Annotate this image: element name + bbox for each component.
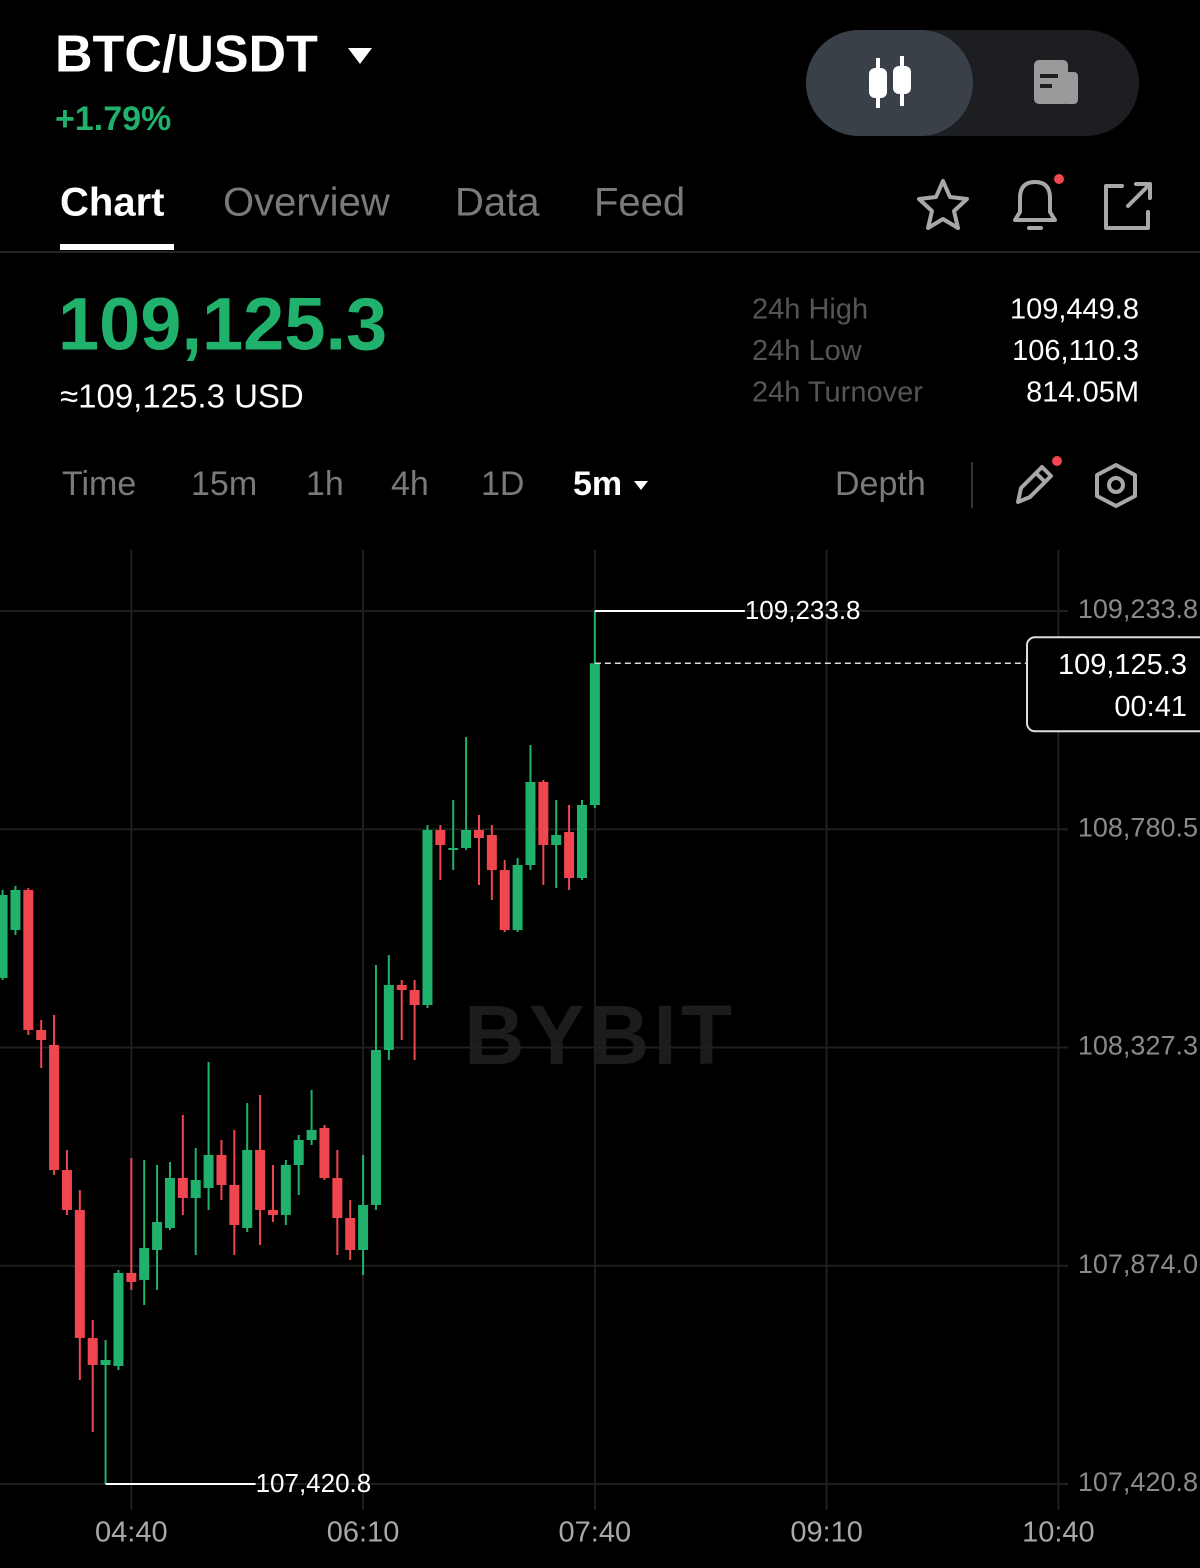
chart: BYBIT 04:40 06:10 07:40 09:10 10:40 107,420.8 1…	[0, 550, 1200, 1549]
last-price: 109,125.3	[58, 283, 387, 366]
draw-tool-icon[interactable]	[1016, 456, 1062, 504]
candle-body	[319, 1128, 330, 1178]
candle-body	[100, 1359, 111, 1365]
toggle-news[interactable]	[1034, 60, 1078, 104]
y-tick-label: 107,874.0	[1078, 1249, 1198, 1279]
candle-body	[36, 1029, 47, 1040]
last-price-box	[1026, 636, 1200, 733]
candle-body	[564, 831, 575, 879]
candle-body	[190, 1179, 201, 1198]
tab[interactable]: Chart	[60, 181, 164, 225]
share-icon[interactable]	[1104, 182, 1152, 230]
candle-body	[229, 1184, 240, 1225]
interval-tab[interactable]: 4h	[391, 465, 429, 503]
interval-tab[interactable]: 15m	[191, 465, 257, 503]
depth-tab[interactable]: Depth	[835, 465, 926, 503]
interval-tab[interactable]: 1h	[306, 465, 344, 503]
candle-body	[164, 1177, 175, 1228]
active-tab-underline	[60, 244, 174, 250]
x-tick-label: 07:40	[559, 1517, 632, 1549]
x-tick-label: 04:40	[95, 1517, 168, 1549]
candle-body	[345, 1218, 356, 1250]
candle-body	[267, 1209, 278, 1215]
y-tick-label: 107,420.8	[1078, 1467, 1198, 1497]
settings-icon[interactable]	[1095, 463, 1137, 508]
candle-body	[306, 1129, 317, 1141]
interval-tab[interactable]: Time	[62, 465, 136, 503]
candle-body	[383, 985, 394, 1051]
candle-body	[396, 985, 407, 991]
candle-body	[499, 870, 510, 931]
watermark: BYBIT	[464, 988, 736, 1082]
candle-icon	[869, 56, 911, 108]
candle-body	[576, 805, 587, 879]
candle-body	[409, 990, 420, 1005]
usd-price: ≈109,125.3 USD	[60, 378, 304, 415]
interval-tab[interactable]: 1D	[481, 465, 524, 503]
stat-value: 109,449.8	[1010, 294, 1139, 326]
candle-body	[551, 835, 562, 845]
candle-body	[255, 1149, 266, 1210]
candle-body	[512, 865, 523, 931]
candle-body	[10, 889, 21, 931]
candle-body	[139, 1248, 150, 1280]
stat-value: 814.05M	[1026, 377, 1139, 409]
x-tick-label: 06:10	[327, 1517, 400, 1549]
candle-body	[448, 848, 459, 850]
candle-body	[280, 1164, 291, 1215]
candle-body	[370, 1050, 381, 1206]
candle-body	[23, 889, 34, 1030]
alert-icon[interactable]	[1013, 174, 1064, 230]
candle-body	[525, 781, 536, 866]
candle-body	[242, 1149, 253, 1228]
stat-label: 24h High	[752, 294, 868, 326]
candle-body	[216, 1154, 227, 1185]
price-change: +1.79%	[55, 100, 171, 138]
candle-body	[74, 1209, 85, 1339]
candle-body	[473, 830, 484, 838]
candle-body	[486, 835, 497, 871]
candle-body	[152, 1222, 163, 1250]
candle-body	[358, 1205, 369, 1250]
candle-body	[422, 830, 433, 1005]
candle-body	[113, 1272, 124, 1366]
x-tick-label: 09:10	[790, 1517, 863, 1549]
candle-body	[49, 1044, 60, 1171]
toggle-chart[interactable]	[806, 30, 973, 136]
candle-body	[87, 1338, 98, 1365]
candle-body	[538, 781, 549, 845]
candle-body	[589, 663, 600, 806]
extreme-label: 109,233.8	[745, 595, 861, 625]
candle-body	[203, 1154, 214, 1189]
tab[interactable]: Overview	[223, 181, 390, 225]
interval-tab[interactable]: 5m	[573, 465, 622, 503]
stat-label: 24h Turnover	[752, 377, 923, 409]
pair-dropdown[interactable]	[348, 48, 372, 64]
stat-value: 106,110.3	[1012, 335, 1139, 367]
candle-body	[126, 1272, 137, 1283]
x-tick-label: 10:40	[1022, 1517, 1095, 1549]
tab[interactable]: Feed	[594, 181, 685, 225]
countdown: 00:41	[1114, 691, 1187, 723]
candle-body	[61, 1170, 72, 1210]
candle-body	[435, 830, 446, 845]
candle-body	[332, 1177, 343, 1219]
tab[interactable]: Data	[455, 181, 540, 225]
stat-label: 24h Low	[752, 335, 863, 367]
candle-body	[177, 1177, 188, 1198]
y-tick-label: 108,327.3	[1078, 1031, 1198, 1061]
pair-title[interactable]: BTC/USDT	[55, 26, 318, 84]
last-price-label: 109,125.3	[1058, 649, 1187, 681]
interval-dropdown[interactable]	[634, 481, 648, 490]
candle-body	[461, 830, 472, 849]
candle-body	[0, 895, 8, 978]
y-tick-label: 108,780.5	[1078, 812, 1198, 842]
y-tick-label: 109,233.8	[1078, 594, 1198, 624]
candle-body	[293, 1140, 304, 1165]
extreme-label: 107,420.8	[256, 1468, 372, 1498]
favorite-icon[interactable]	[917, 179, 969, 230]
